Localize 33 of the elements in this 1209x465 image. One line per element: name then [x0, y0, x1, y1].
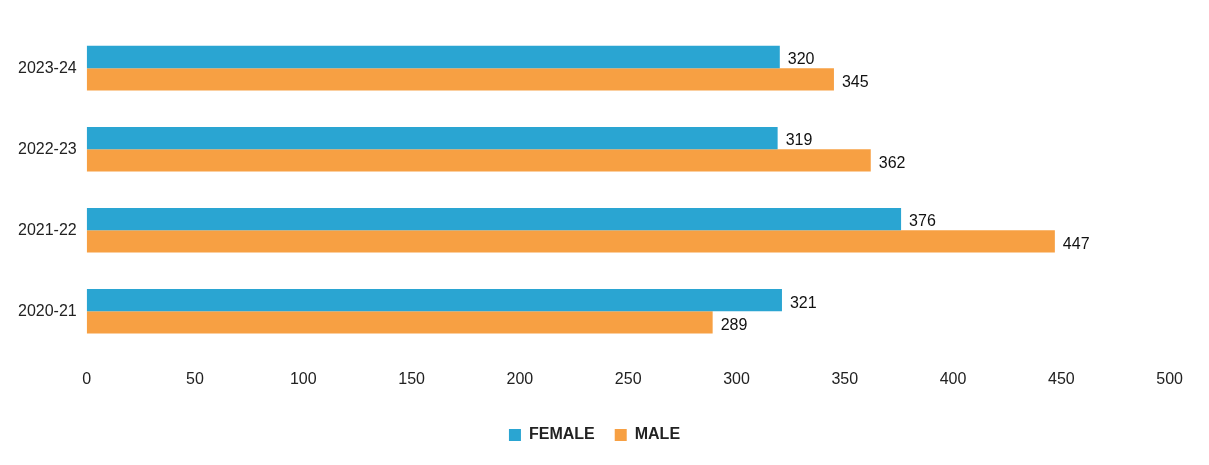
- bar: [86, 149, 871, 172]
- y-tick-label: 2021-22: [18, 220, 77, 238]
- y-tick-label: 2022-23: [18, 139, 77, 157]
- x-tick-label: 500: [1156, 369, 1184, 387]
- legend-label: FEMALE: [528, 425, 596, 443]
- x-tick-label: 350: [831, 369, 859, 387]
- x-tick-label: 150: [398, 369, 426, 387]
- data-label: 447: [1062, 234, 1090, 252]
- bar: [86, 288, 782, 312]
- y-tick-label: 2020-21: [18, 301, 77, 319]
- x-tick-label: 450: [1048, 369, 1075, 387]
- x-tick-label: 400: [939, 369, 967, 387]
- bar: [86, 126, 778, 150]
- data-label: 320: [787, 50, 815, 68]
- legend-label: MALE: [634, 425, 681, 443]
- data-label: 289: [720, 315, 748, 333]
- bar: [86, 68, 834, 91]
- bar: [86, 45, 780, 69]
- bar: [86, 311, 713, 334]
- data-label: 321: [789, 293, 817, 311]
- x-tick-label: 250: [614, 369, 642, 387]
- data-label: 376: [909, 212, 936, 230]
- bar: [86, 207, 902, 231]
- y-tick-label: 2023-24: [18, 58, 77, 76]
- x-tick-label: 100: [289, 369, 317, 387]
- bar: [86, 230, 1055, 253]
- x-tick-label: 300: [723, 369, 750, 387]
- x-tick-label: 0: [82, 369, 92, 387]
- data-label: 319: [785, 131, 813, 149]
- data-label: 345: [841, 72, 869, 90]
- x-tick-label: 200: [506, 369, 534, 387]
- x-tick-label: 50: [186, 369, 205, 387]
- data-label: 362: [878, 153, 906, 171]
